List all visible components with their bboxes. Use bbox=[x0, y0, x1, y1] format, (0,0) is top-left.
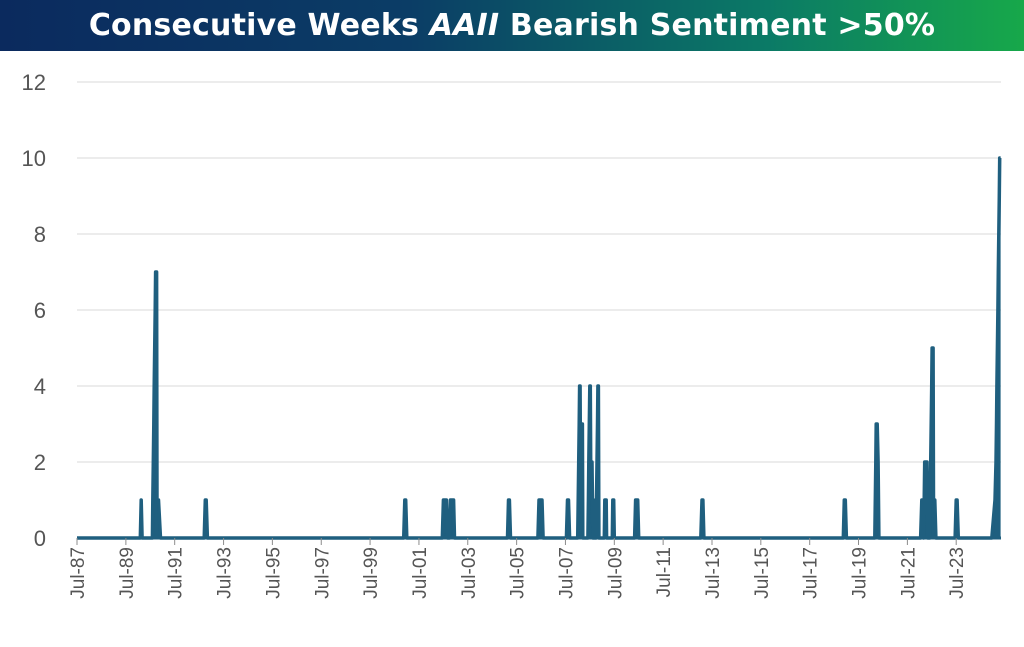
y-axis-tick-labels: 0 2 4 6 8 10 12 bbox=[22, 70, 46, 551]
y-tick-label: 12 bbox=[22, 70, 46, 95]
chart-title-part3: Bearish Sentiment >50% bbox=[499, 8, 936, 43]
chart-title: Consecutive Weeks AAII Bearish Sentiment… bbox=[89, 8, 935, 43]
y-tick-label: 10 bbox=[22, 146, 46, 171]
x-tick-label: Jul-01 bbox=[410, 547, 431, 599]
x-tick-label: Jul-99 bbox=[361, 547, 382, 599]
x-axis-tick-labels: Jul-87 Jul-89 Jul-91 Jul-93 Jul-95 Jul-97 Jul-… bbox=[68, 538, 968, 599]
chart-series bbox=[77, 156, 1002, 540]
chart-title-aaii: AAII bbox=[429, 8, 500, 43]
x-tick-label: Jul-13 bbox=[703, 547, 724, 599]
y-tick-label: 6 bbox=[34, 298, 46, 323]
y-tick-label: 0 bbox=[34, 526, 46, 551]
x-tick-label: Jul-07 bbox=[556, 547, 577, 599]
x-tick-label: Jul-09 bbox=[605, 547, 626, 599]
x-tick-label: Jul-17 bbox=[801, 547, 822, 599]
x-tick-label: Jul-97 bbox=[312, 547, 333, 599]
chart-gridlines bbox=[77, 81, 1001, 463]
x-tick-label: Jul-21 bbox=[898, 547, 919, 599]
series-line bbox=[77, 156, 1002, 540]
x-tick-label: Jul-11 bbox=[654, 547, 675, 597]
chart-plot-area: 0 2 4 6 8 10 12 Jul-87 Jul-89 Jul-91 Jul-93 Jul-95… bbox=[22, 70, 1002, 599]
y-tick-label: 4 bbox=[34, 374, 46, 399]
y-tick-label: 2 bbox=[34, 450, 46, 475]
x-tick-label: Jul-93 bbox=[215, 547, 236, 599]
x-tick-label: Jul-95 bbox=[263, 547, 284, 599]
x-tick-label: Jul-19 bbox=[850, 547, 871, 599]
chart-title-part1: Consecutive Weeks bbox=[88, 8, 430, 43]
x-tick-label: Jul-15 bbox=[752, 547, 773, 599]
x-tick-label: Jul-89 bbox=[117, 547, 138, 599]
x-tick-label: Jul-87 bbox=[68, 547, 89, 599]
x-tick-label: Jul-03 bbox=[459, 547, 480, 599]
x-tick-label: Jul-23 bbox=[947, 547, 968, 599]
x-tick-label: Jul-91 bbox=[166, 547, 187, 599]
series-area bbox=[77, 158, 1001, 538]
y-tick-label: 8 bbox=[34, 222, 46, 247]
chart-title-bar: Consecutive Weeks AAII Bearish Sentiment… bbox=[0, 0, 1024, 51]
x-tick-label: Jul-05 bbox=[508, 547, 529, 599]
